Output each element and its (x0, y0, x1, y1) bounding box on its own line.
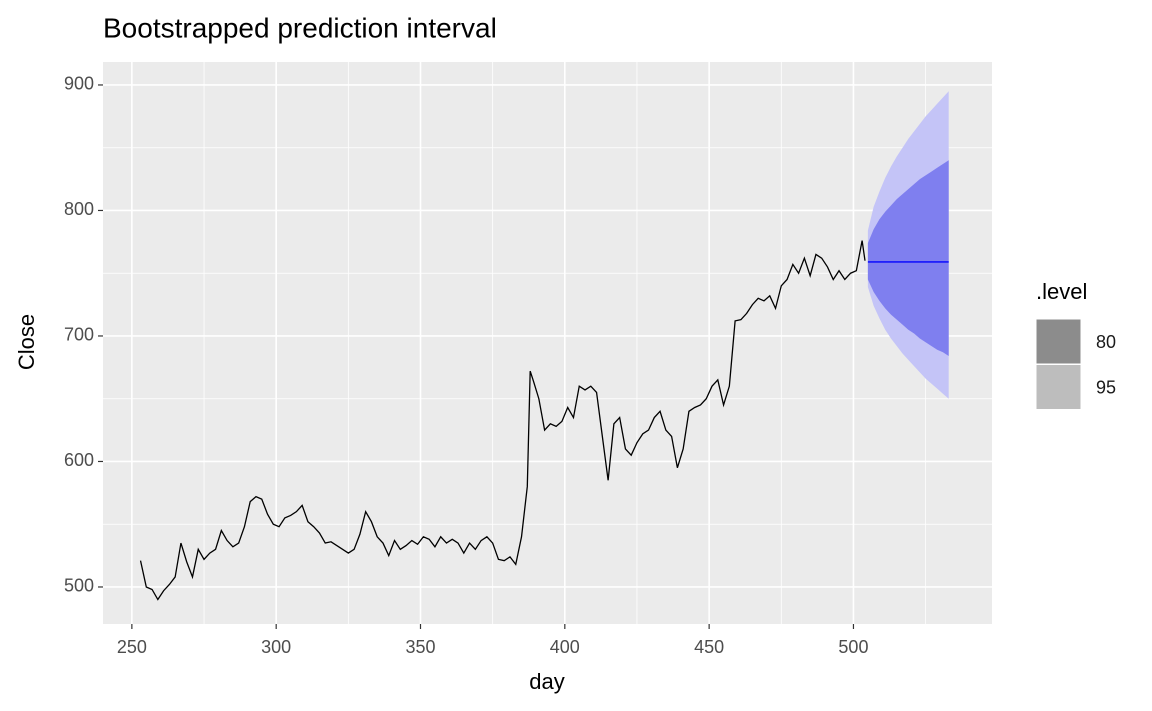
legend-label: 80 (1096, 332, 1116, 352)
y-tick-label: 900 (64, 74, 94, 94)
x-tick-label: 450 (694, 637, 724, 657)
plot-panel (103, 62, 992, 624)
history-line (139, 240, 866, 601)
y-tick-label: 500 (64, 576, 94, 596)
x-tick-label: 500 (838, 637, 868, 657)
legend-swatch (1035, 318, 1082, 365)
legend-label: 95 (1096, 377, 1116, 397)
x-tick-label: 300 (261, 637, 291, 657)
x-tick-label: 400 (550, 637, 580, 657)
y-tick-label: 700 (64, 325, 94, 345)
x-tick-label: 250 (117, 637, 147, 657)
y-tick-label: 600 (64, 450, 94, 470)
chart-title: Bootstrapped prediction interval (103, 12, 497, 43)
y-tick-label: 800 (64, 199, 94, 219)
x-axis-label: day (529, 669, 564, 694)
x-tick-label: 350 (405, 637, 435, 657)
y-axis-label: Close (14, 314, 39, 370)
legend-swatch (1035, 364, 1082, 410)
interval-band (867, 160, 949, 357)
legend-title: .level (1036, 279, 1087, 304)
